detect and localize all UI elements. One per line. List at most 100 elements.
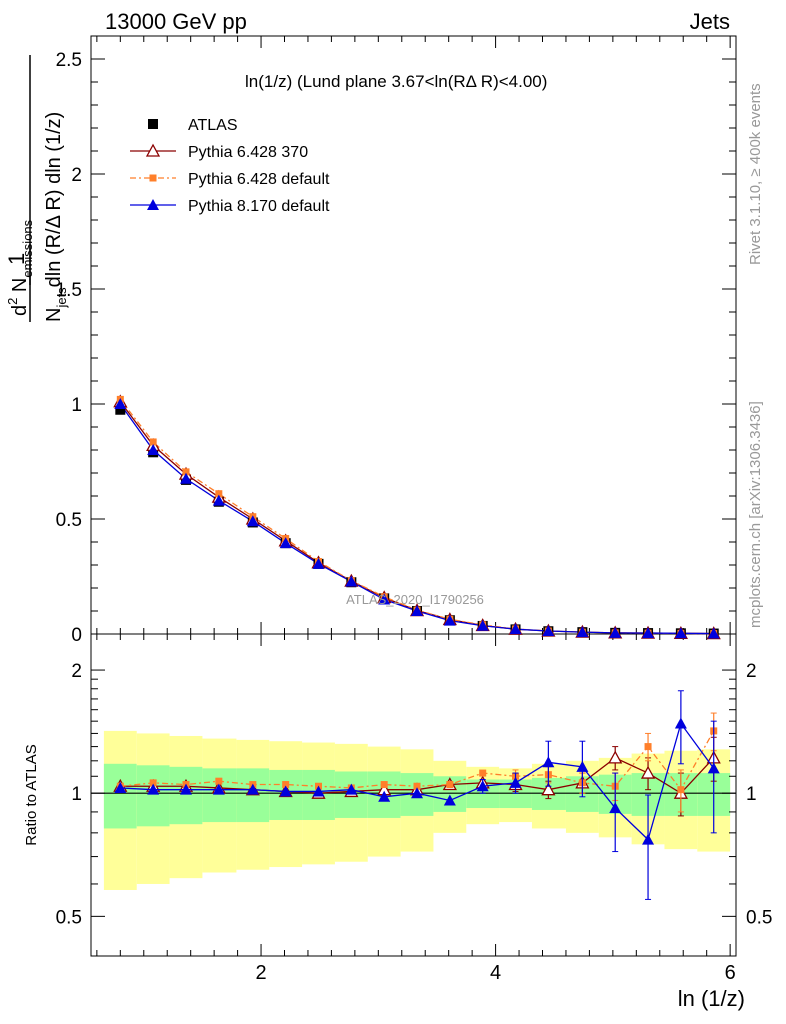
data-point [345,575,358,587]
ratio-point [640,765,656,779]
ratio-point [642,833,655,845]
ratio-point [677,786,685,794]
data-point [509,623,522,635]
legend-entry: Pythia 6.428 370 [130,143,308,161]
data-point [609,626,622,638]
band-inner [103,763,137,829]
ratio-uncertainty-bands [103,730,731,890]
axes: 2 4 6 0 0.5 1 1.5 2 2.5 0.5 0.5 1 1 2 2 [56,35,772,984]
y-label-denominator: Njetsdln (R/Δ R) dln (1/z) [43,112,69,322]
y-tick-label: 2.5 [56,50,82,71]
band-inner [202,768,237,823]
data-point [378,593,391,605]
plot-title: ln(1/z) (Lund plane 3.67<ln(RΔ R)<4.00) [245,72,547,91]
ratio-point [279,785,292,797]
legend-label: Pythia 8.170 default [188,198,330,215]
data-point [443,614,456,626]
ratio-tick-label-right: 1 [746,784,757,805]
ratio-point [312,785,325,797]
ratio-point [380,781,388,789]
y-tick-label: 0.5 [56,510,82,531]
data-point [149,438,157,446]
data-point [114,398,127,409]
ratio-tick-label: 1 [71,784,82,805]
ratio-point [644,743,652,751]
header-left: 13000 GeV pp [105,9,247,34]
data-point [115,404,126,415]
y-label-one: 1 [4,253,29,265]
ratio-point [609,802,622,814]
ratio-tick-label-right: 2 [746,661,757,682]
data-point [215,490,223,498]
data-point [476,619,489,631]
ratio-tick-label-right: 0.5 [746,907,772,928]
mcplots-reference: mcplots.cern.ch [arXiv:1306.3436] [747,401,764,628]
ratio-point [345,783,358,795]
legend-marker [147,199,159,210]
ratio-point [413,782,421,790]
y-tick-label: 1 [71,395,82,416]
legend: ATLAS Pythia 6.428 370 Pythia 6.428 defaul… [130,117,330,215]
legend-label: Pythia 6.428 default [188,171,330,188]
legend-entry: ATLAS [148,117,238,134]
watermark: ATLAS_2020_I1790256 [346,592,484,607]
data-point [576,626,589,638]
ratio-point [509,776,522,788]
legend-marker [149,174,157,182]
ratio-point [541,782,556,796]
band-inner [169,766,203,825]
ratio-point [147,783,160,795]
y-tick-label: 0 [71,625,82,646]
ratio-point [542,756,555,768]
ratio-point [212,783,225,795]
data-point [411,605,424,616]
x-tick-label: 6 [725,962,736,984]
ratio-point [446,781,454,789]
x-tick-label: 4 [490,962,501,984]
ratio-point [114,781,127,793]
x-axis-label: ln (1/z) [678,986,745,1011]
ratio-point [479,769,487,777]
data-point [279,537,292,549]
legend-entry: Pythia 8.170 default [130,198,330,215]
header-right: Jets [690,9,730,34]
legend-marker [148,119,158,129]
ratio-point [149,779,157,787]
data-point [179,472,192,484]
ratio-point [179,783,192,795]
ratio-tick-label: 0.5 [56,907,82,928]
ratio-plot-frame [90,633,737,957]
data-point [212,494,225,506]
ratio-point [282,781,290,789]
legend-label: Pythia 6.428 370 [188,144,308,161]
ratio-point [576,760,589,772]
ratio-point [246,783,259,795]
ratio-point [378,790,391,802]
ratio-point [707,762,720,774]
data-point [246,515,259,527]
ratio-point [411,787,424,799]
chart-marks [113,394,721,900]
data-point [674,627,687,639]
y-tick-label: 2 [71,165,82,186]
x-tick-label: 2 [255,962,266,984]
ratio-point [443,794,456,806]
legend-label: ATLAS [188,117,238,134]
data-point [542,625,555,637]
ratio-point [215,777,223,785]
ratio-point [608,750,623,764]
data-point [312,557,325,569]
ratio-point [674,717,687,729]
ratio-tick-label: 2 [71,661,82,682]
main-y-label: 1 d2 Nemissions Njetsdln (R/Δ R) dln (1/… [4,55,69,322]
band-inner [136,765,170,827]
data-point [707,627,720,639]
ratio-point [476,780,489,792]
y-tick-label: 1.5 [56,280,82,301]
rivet-version: Rivet 3.1.10, ≥ 400k events [747,83,764,265]
data-point [147,444,160,455]
data-point [182,468,190,476]
data-point [642,627,655,639]
y-label-numerator: d2 Nemissions [5,219,35,316]
